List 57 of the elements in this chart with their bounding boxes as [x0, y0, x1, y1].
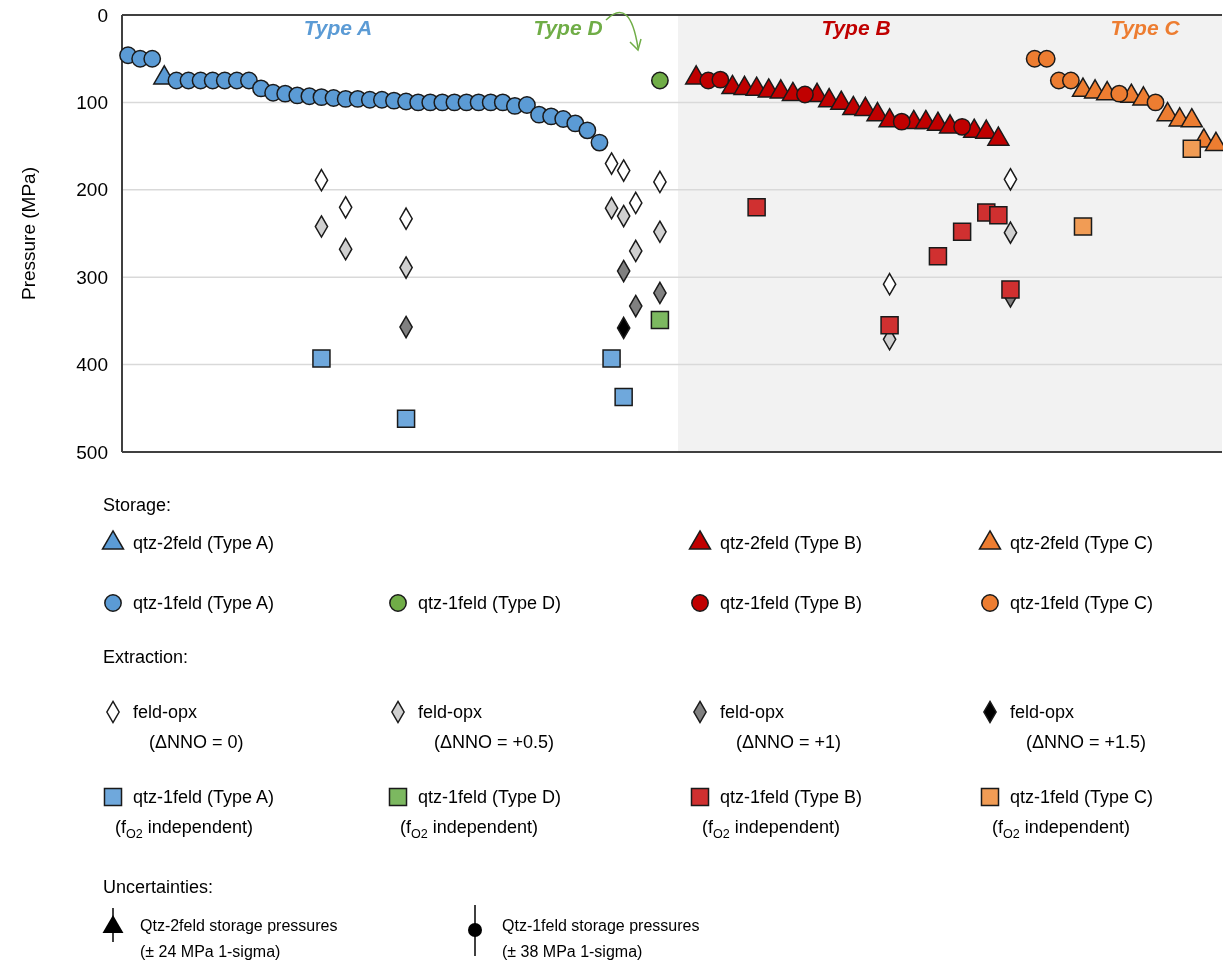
y-tick-label: 200	[76, 179, 108, 201]
point	[1146, 93, 1165, 112]
point	[711, 70, 730, 89]
point	[396, 409, 416, 429]
point	[1001, 280, 1020, 299]
point	[952, 222, 972, 242]
point	[928, 246, 948, 266]
point	[590, 133, 609, 152]
annotation: Type B	[821, 15, 891, 39]
annotation: Type D	[533, 15, 603, 39]
point	[1073, 217, 1093, 236]
point	[1037, 49, 1056, 68]
y-tick-label: 300	[76, 266, 108, 288]
point	[1182, 139, 1202, 158]
y-tick-label: 0	[97, 4, 108, 26]
annotation: Type C	[1110, 15, 1181, 39]
point	[602, 349, 621, 368]
point	[518, 96, 536, 114]
legend-label: feld-opx (ΔNNO = +0.5)	[418, 702, 555, 752]
legend-label: qtz-1feld (Type D) (f$_{O2}$ independent)	[400, 787, 562, 841]
legend-label: qtz-2feld (Type B)	[720, 533, 863, 553]
legend-label: qtz-1feld (Type C)	[1010, 593, 1154, 613]
y-axis-title: Pressure (MPa)	[17, 166, 39, 301]
point	[892, 112, 911, 131]
point	[747, 198, 766, 217]
point	[1110, 84, 1129, 103]
legend-label: qtz-1feld (Type A) (f$_{O2}$ independent)	[115, 787, 275, 841]
legend-label: qtz-1feld (Type C) (f$_{O2}$ independent)	[992, 787, 1154, 841]
y-tick-label: 400	[76, 354, 108, 376]
point	[614, 387, 633, 407]
point	[650, 310, 670, 330]
text: Extraction:	[103, 647, 189, 667]
annotation: Type A	[303, 15, 373, 39]
text: Storage:	[103, 495, 172, 515]
point	[143, 49, 162, 68]
point	[989, 205, 1008, 225]
legend-label: qtz-1feld (Type D)	[418, 593, 562, 613]
text: Qtz-2feld storage pressures (± 24 MPa 1-sigma)	[140, 916, 338, 960]
legend-label: qtz-1feld (Type B)	[720, 593, 863, 613]
text: Uncertainties:	[103, 877, 214, 897]
text: Qtz-1feld storage pressures (± 38 MPa 1-sigma)	[502, 916, 700, 960]
legend-label: qtz-2feld (Type C)	[1010, 533, 1154, 553]
point	[1061, 71, 1080, 90]
point	[312, 349, 331, 368]
point	[578, 121, 597, 140]
y-tick-label: 500	[76, 441, 108, 463]
legend-label: qtz-1feld (Type B) (f$_{O2}$ independent)	[702, 787, 863, 841]
legend-label: feld-opx (ΔNNO = +1.5)	[1010, 702, 1147, 752]
y-tick-label: 100	[76, 91, 108, 113]
point	[880, 316, 899, 335]
point	[953, 117, 972, 136]
point	[650, 71, 669, 90]
legend-label: feld-opx (ΔNNO = +1)	[720, 702, 842, 752]
point	[796, 85, 814, 104]
legend-label: qtz-1feld (Type A)	[133, 593, 275, 613]
legend-label: feld-opx (ΔNNO = 0)	[133, 702, 244, 752]
legend-label: qtz-2feld (Type A)	[133, 533, 275, 553]
